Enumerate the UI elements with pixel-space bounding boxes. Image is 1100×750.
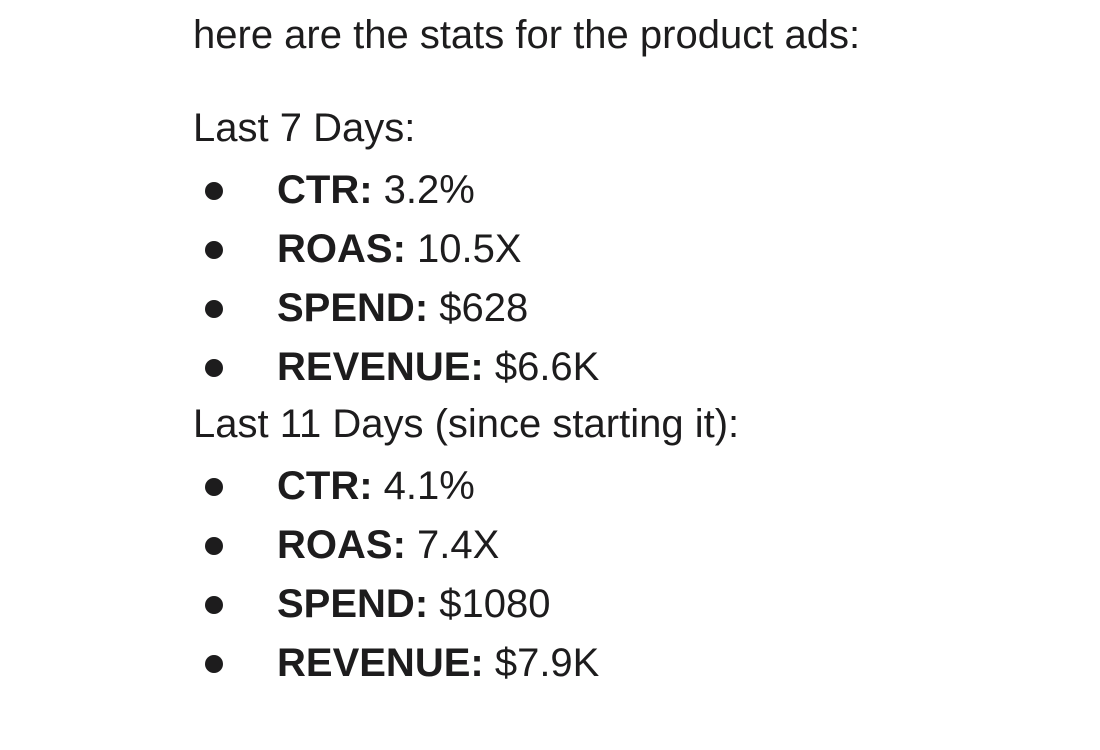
stat-text: SPEND: $628 bbox=[277, 279, 528, 338]
stat-item-roas: ROAS: 7.4X bbox=[193, 516, 1073, 575]
stat-text: CTR: 4.1% bbox=[277, 457, 475, 516]
stat-item-revenue: REVENUE: $6.6K bbox=[193, 338, 1073, 397]
stat-value: 7.4X bbox=[417, 523, 500, 567]
stat-item-roas: ROAS: 10.5X bbox=[193, 220, 1073, 279]
stat-label: CTR: bbox=[277, 168, 373, 212]
stats-list-last-11-days: CTR: 4.1% ROAS: 7.4X SPEND: $1080 REVENU… bbox=[193, 457, 1073, 693]
stat-text: REVENUE: $6.6K bbox=[277, 338, 599, 397]
stat-label: REVENUE: bbox=[277, 641, 484, 685]
stat-label: CTR: bbox=[277, 464, 373, 508]
stats-list-last-7-days: CTR: 3.2% ROAS: 10.5X SPEND: $628 REVENU… bbox=[193, 161, 1073, 397]
bullet-icon bbox=[205, 181, 223, 200]
stat-item-spend: SPEND: $628 bbox=[193, 279, 1073, 338]
bullet-icon bbox=[205, 536, 223, 555]
section-heading-last-11-days: Last 11 Days (since starting it): bbox=[193, 402, 740, 446]
message-intro: here are the stats for the product ads: bbox=[193, 13, 861, 57]
stat-text: REVENUE: $7.9K bbox=[277, 634, 599, 693]
stat-value: $628 bbox=[439, 286, 529, 330]
message-body: here are the stats for the product ads: … bbox=[193, 0, 1073, 693]
stat-item-ctr: CTR: 4.1% bbox=[193, 457, 1073, 516]
stat-text: ROAS: 7.4X bbox=[277, 516, 499, 575]
stat-label: REVENUE: bbox=[277, 345, 484, 389]
stat-text: SPEND: $1080 bbox=[277, 575, 551, 634]
stat-label: SPEND: bbox=[277, 286, 429, 330]
stat-label: ROAS: bbox=[277, 227, 406, 271]
stat-item-revenue: REVENUE: $7.9K bbox=[193, 634, 1073, 693]
stat-value: $6.6K bbox=[494, 345, 600, 389]
bullet-icon bbox=[205, 240, 223, 259]
bullet-icon bbox=[205, 358, 223, 377]
stat-item-spend: SPEND: $1080 bbox=[193, 575, 1073, 634]
bullet-icon bbox=[205, 654, 223, 673]
stat-value: 3.2% bbox=[383, 168, 475, 212]
stat-value: $7.9K bbox=[494, 641, 600, 685]
stat-value: $1080 bbox=[439, 582, 551, 626]
bullet-icon bbox=[205, 595, 223, 614]
stat-label: ROAS: bbox=[277, 523, 406, 567]
stat-label: SPEND: bbox=[277, 582, 429, 626]
bullet-icon bbox=[205, 477, 223, 496]
section-heading-last-7-days: Last 7 Days: bbox=[193, 106, 416, 150]
stat-item-ctr: CTR: 3.2% bbox=[193, 161, 1073, 220]
stat-value: 4.1% bbox=[383, 464, 475, 508]
bullet-icon bbox=[205, 299, 223, 318]
stat-text: ROAS: 10.5X bbox=[277, 220, 522, 279]
stat-text: CTR: 3.2% bbox=[277, 161, 475, 220]
stat-value: 10.5X bbox=[417, 227, 522, 271]
